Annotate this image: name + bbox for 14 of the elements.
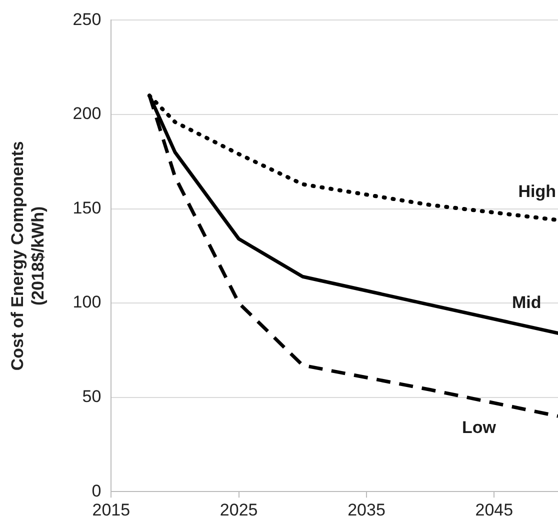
y-axis-title: Cost of Energy Components (2018$/kWh): [8, 141, 48, 371]
series-label: Mid: [512, 292, 542, 312]
y-tick-label: 150: [72, 198, 102, 218]
x-tick-label: 2015: [92, 500, 130, 520]
series-label: Low: [462, 418, 497, 437]
x-tick-label: 2025: [220, 500, 258, 520]
series-label: High: [518, 182, 556, 201]
y-tick-label: 250: [72, 10, 102, 29]
x-tick-label: 2045: [475, 500, 514, 520]
x-tick-label: 2035: [348, 500, 386, 520]
y-tick-label: 0: [92, 481, 102, 500]
y-tick-label: 100: [72, 292, 102, 312]
y-tick-label: 200: [72, 104, 102, 124]
y-tick-label: 50: [82, 387, 102, 406]
